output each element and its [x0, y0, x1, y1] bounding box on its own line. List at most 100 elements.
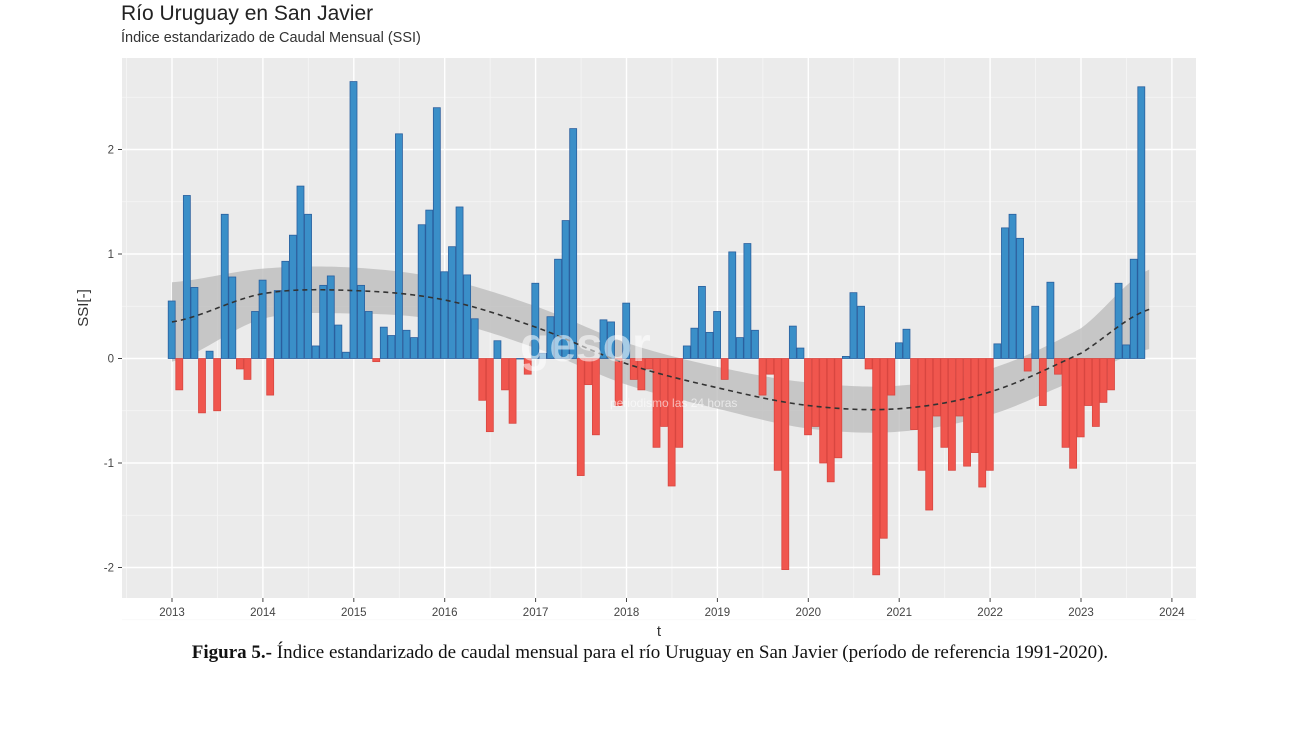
x-tick-label: 2019 [705, 607, 731, 619]
bar-positive [470, 318, 479, 359]
bar-negative [652, 358, 661, 448]
bar-positive [334, 324, 343, 359]
bar-negative [1038, 358, 1047, 406]
bar-positive [463, 274, 472, 359]
caption-label: Figura 5.- [191, 642, 273, 663]
bar-positive [440, 271, 449, 359]
bar-positive [304, 213, 312, 359]
bar-negative [811, 358, 820, 427]
bar-negative [720, 358, 729, 380]
y-axis-ticks: -2 -1 0 1 2 [104, 145, 122, 575]
bar-positive [743, 243, 752, 359]
bar-positive [425, 209, 434, 359]
bar-positive [190, 287, 199, 359]
x-tick-label: 2014 [250, 607, 276, 619]
bar-negative [819, 358, 828, 464]
bar-positive [167, 300, 176, 359]
bar-negative [978, 358, 987, 488]
x-tick-label: 2016 [432, 607, 458, 619]
bar-positive [1137, 86, 1146, 359]
bar-negative [660, 358, 668, 427]
bar-negative [925, 358, 934, 511]
bar-positive [682, 345, 691, 359]
bar-negative [501, 358, 509, 391]
bar-negative [266, 358, 275, 396]
bar-negative [963, 358, 971, 467]
bar-negative [879, 358, 888, 539]
bar-negative [864, 358, 873, 370]
bar-positive [182, 195, 191, 359]
bar-positive [228, 276, 237, 359]
bar-negative [1054, 358, 1062, 375]
bar-negative [804, 358, 812, 436]
bar-positive [516, 358, 525, 360]
bar-positive [849, 292, 858, 359]
bar-negative [948, 358, 956, 471]
bar-positive [751, 329, 759, 359]
bar-positive [895, 342, 903, 359]
bar-positive [607, 321, 615, 359]
bar-positive [1046, 281, 1055, 359]
y-axis-label: SSI[-] [75, 289, 92, 327]
bar-positive [1031, 305, 1040, 359]
bar-negative [584, 358, 593, 386]
bar-positive [1016, 237, 1024, 359]
bar-positive [319, 284, 328, 359]
bar-positive [728, 251, 737, 359]
caption-text: Índice estandarizado de caudal mensual p… [272, 642, 1109, 663]
bar-positive [1114, 282, 1123, 359]
bar-negative [629, 358, 638, 380]
bar-negative [970, 358, 979, 453]
bar-negative [1023, 358, 1032, 372]
bar-positive [387, 335, 396, 359]
bar-negative [485, 358, 494, 433]
bar-positive [1008, 213, 1017, 359]
x-tick-label: 2022 [977, 607, 1003, 619]
bar-negative [523, 358, 532, 375]
bar-negative [1099, 358, 1108, 403]
bar-negative [932, 358, 941, 417]
bar-positive [993, 343, 1002, 359]
bar-negative [781, 358, 790, 570]
bar-positive [698, 285, 706, 359]
confidence-band [172, 266, 1150, 433]
bar-positive [205, 350, 214, 359]
bar-negative [766, 358, 775, 375]
bar-positive [1122, 344, 1131, 359]
bar-negative [826, 358, 835, 483]
y-tick-label: -2 [104, 563, 114, 575]
x-tick-label: 2020 [796, 607, 822, 619]
bar-positive [561, 220, 570, 359]
bar-positive [251, 311, 259, 359]
bar-negative [985, 358, 994, 471]
chart-title: Río Uruguay en San Javier [121, 2, 374, 25]
bar-negative [614, 358, 623, 406]
bar-positive [713, 311, 721, 359]
bar-negative [955, 358, 964, 417]
x-tick-label: 2021 [886, 607, 912, 619]
bar-positive [410, 337, 418, 359]
bar-positive [546, 316, 555, 359]
bar-positive [258, 279, 267, 359]
bar-negative [198, 358, 206, 414]
x-axis-ticks: 2013 2014 2015 2016 2017 2018 2019 2020 2021 2022… [159, 598, 1185, 619]
bar-negative [872, 358, 881, 576]
bar-negative [1091, 358, 1100, 427]
bar-positive [281, 260, 290, 359]
bar-positive [311, 345, 320, 359]
chart-subtitle: Índice estandarizado de Caudal Mensual (… [121, 30, 421, 46]
bar-positive [417, 224, 426, 359]
bar-positive [357, 284, 365, 359]
trend-band [172, 266, 1150, 433]
bar-negative [592, 358, 600, 436]
bar-positive [705, 331, 714, 359]
y-tick-label: 1 [108, 249, 114, 261]
bar-positive [273, 290, 282, 359]
trend-line [171, 288, 1150, 411]
bar-positive [349, 81, 358, 359]
bar-negative [910, 358, 918, 430]
bar-negative [243, 358, 252, 380]
bar-positive [364, 311, 373, 359]
bar-positive [395, 133, 403, 359]
bar-negative [1084, 358, 1093, 406]
